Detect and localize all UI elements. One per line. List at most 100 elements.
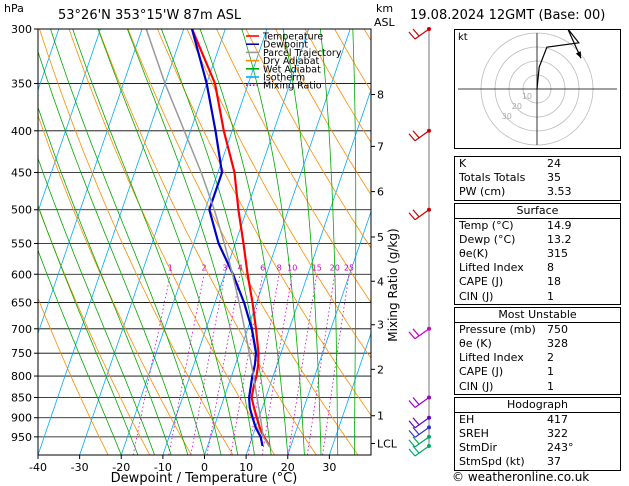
pressure-tick-label: 850: [11, 391, 32, 404]
unstable-key: Pressure (mb): [459, 322, 536, 336]
wet-adiabat-line: [199, 29, 289, 455]
wind-barb-flag: [412, 445, 420, 454]
wind-barb-flag: [408, 31, 416, 40]
pressure-unit-label: hPa: [4, 2, 24, 15]
mixing-ratio-line: [190, 274, 226, 455]
most-unstable-box: Most Unstable Pressure (mb) 750 θe (K) 328 L…: [454, 306, 621, 395]
wind-barb-flag: [412, 328, 420, 337]
mixing-ratio-line: [287, 274, 318, 455]
mixing-ratio-line: [261, 274, 293, 455]
height-tick-label: 4: [377, 275, 384, 288]
unstable-key: CIN (J): [459, 379, 494, 393]
wind-barb-flag: [408, 133, 416, 142]
wind-barb-flag: [412, 130, 420, 139]
mixing-ratio-line: [132, 274, 171, 455]
wind-barb-shaft: [414, 328, 430, 340]
dry-adiabat-line: [127, 29, 359, 455]
pressure-tick-label: 300: [11, 23, 32, 36]
index-key: PW (cm): [459, 185, 506, 199]
temperature-tick-label: 10: [239, 461, 253, 474]
mixing-ratio-line: [168, 274, 205, 455]
km-unit-label: km: [376, 2, 394, 15]
wind-barb-shaft: [414, 436, 430, 448]
height-tick-label: 1: [377, 410, 384, 423]
surface-row: θe(K) 315: [455, 247, 620, 261]
wind-barb-flag: [412, 436, 420, 445]
surface-key: Lifted Index: [459, 261, 524, 275]
wind-barb: [408, 326, 431, 340]
surface-value: 14.9: [547, 218, 572, 232]
legend-mixing-ratio-label: Mixing Ratio: [263, 81, 322, 92]
temperature-tick-label: -20: [112, 461, 130, 474]
unstable-value: 328: [547, 337, 568, 351]
dry-adiabat-line: [275, 29, 371, 196]
hodo-value: 417: [547, 412, 568, 426]
index-row: Totals Totals 35: [455, 171, 620, 185]
temperature-tick-label: -10: [154, 461, 172, 474]
wind-barb-flag: [408, 420, 416, 429]
wind-barb-flag: [408, 448, 416, 457]
wet-adiabat-line: [320, 29, 339, 455]
wind-barb-shaft: [414, 209, 430, 221]
wind-barb-shaft: [414, 426, 430, 438]
wind-barb-shaft: [414, 417, 430, 429]
wind-barb-shaft: [414, 397, 430, 408]
legend-wet-adiabat-label: Wet Adiabat: [263, 64, 321, 75]
hodo-row: StmDir 243°: [455, 441, 620, 455]
parcel-trajectory-line: [145, 29, 271, 447]
wind-barb: [408, 434, 431, 448]
surface-row: CAPE (J) 18: [455, 275, 620, 289]
index-value: 24: [547, 157, 561, 170]
isotherm-line: [79, 29, 226, 455]
legend-dry-adiabat-label: Dry Adiabat: [263, 56, 320, 67]
hodograph-ring-label: 10: [522, 92, 532, 101]
legend-parcel-trajectory-label: Parcel Trajectory: [263, 48, 342, 59]
index-row: PW (cm) 3.53: [455, 185, 620, 199]
hodo-value: 322: [547, 427, 568, 441]
hodo-key: StmDir: [459, 441, 498, 455]
wet-adiabat-line: [38, 204, 139, 455]
mixing-ratio-label: 10: [287, 263, 297, 272]
index-row: K 24: [455, 157, 620, 171]
isotherm-line: [204, 29, 351, 455]
credit-label: © weatheronline.co.uk: [452, 470, 590, 484]
mixing-ratio-label: 2: [202, 263, 207, 272]
dry-adiabat-line: [216, 29, 371, 304]
height-tick-label: 2: [377, 363, 384, 376]
hodo-row: SREH 322: [455, 427, 620, 441]
unstable-row: CAPE (J) 1: [455, 365, 620, 379]
surface-value: 13.2: [547, 232, 572, 246]
wind-barb-flag: [412, 28, 420, 37]
hodograph-title: Hodograph: [455, 398, 620, 413]
unstable-key: θe (K): [459, 337, 492, 351]
unstable-row: Lifted Index 2: [455, 351, 620, 365]
temperature-tick-label: 0: [201, 461, 208, 474]
wet-adiabat-line: [97, 29, 239, 455]
surface-key: Temp (°C): [459, 218, 514, 232]
pressure-tick-label: 750: [11, 347, 32, 360]
isotherm-line: [38, 29, 101, 213]
mixing-ratio-label: 15: [312, 263, 322, 272]
wind-barb: [408, 128, 431, 142]
isotherm-line: [162, 29, 309, 455]
pressure-tick-label: 450: [11, 166, 32, 179]
indices-top-box: K 24 Totals Totals 35 PW (cm) 3.53: [454, 156, 621, 201]
wet-adiabat-line: [241, 29, 305, 455]
wind-barb-shaft: [414, 445, 430, 457]
wet-adiabat-line: [50, 29, 205, 455]
surface-row: Dewp (°C) 13.2: [455, 233, 620, 247]
unstable-value: 2: [547, 351, 554, 365]
hodograph-unit-label: kt: [458, 32, 468, 43]
surface-value: 1: [547, 289, 554, 303]
wind-barb-flag: [412, 397, 420, 405]
mixing-ratio-line: [307, 274, 336, 455]
surface-key: CIN (J): [459, 289, 494, 303]
height-tick-label: 6: [377, 186, 384, 199]
dry-adiabat-line: [157, 29, 371, 416]
temperature-tick-label: 30: [322, 461, 336, 474]
pressure-tick-label: 550: [11, 237, 32, 250]
hodo-key: SREH: [459, 427, 489, 441]
hodo-row: StmSpd (kt) 37: [455, 455, 620, 469]
pressure-tick-label: 500: [11, 204, 32, 217]
